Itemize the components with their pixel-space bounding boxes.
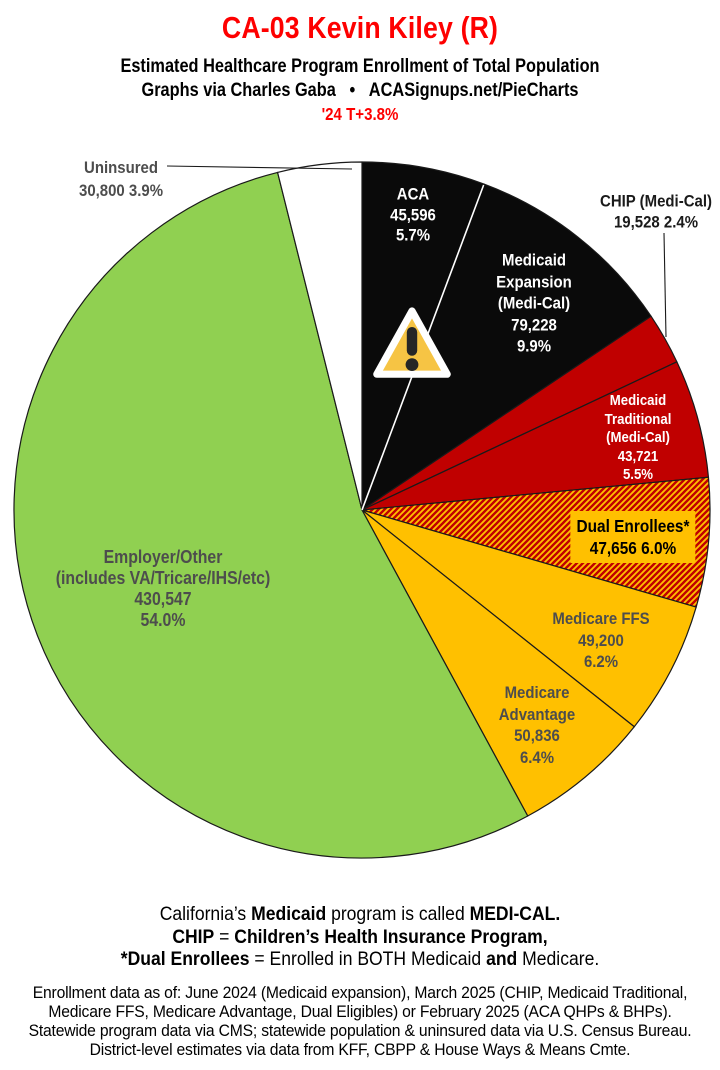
leader-line-chip bbox=[663, 232, 667, 338]
note-line: CHIP = Children’s Health Insurance Progr… bbox=[172, 925, 548, 948]
note-line: *Dual Enrollees = Enrolled in BOTH Medic… bbox=[120, 948, 600, 970]
footer-line: District-level estimates via data from K… bbox=[89, 1041, 631, 1059]
subtitle-line-2: Graphs via Charles Gaba • ACASignups.net… bbox=[141, 80, 579, 101]
footer-line: Medicare FFS, Medicare Advantage, Dual E… bbox=[48, 1003, 672, 1021]
footer-line: Statewide program data via CMS; statewid… bbox=[28, 1022, 692, 1040]
footer-line: Enrollment data as of: June 2024 (Medica… bbox=[32, 984, 688, 1002]
page-title: CA-03 Kevin Kiley (R) bbox=[221, 10, 499, 45]
subtitle-line-1: Estimated Healthcare Program Enrollment … bbox=[120, 56, 600, 77]
pie-slice-medicaid-expansion bbox=[361, 183, 652, 511]
note-line: California’s Medicaid program is called … bbox=[159, 903, 561, 925]
pie-slices bbox=[13, 161, 711, 859]
notes-block: California’s Medicaid program is called … bbox=[0, 903, 720, 971]
election-margin-note: '24 T+3.8% bbox=[321, 104, 399, 124]
pie-slice-medicare-ffs bbox=[361, 509, 697, 728]
warning-triangle-icon bbox=[372, 304, 452, 382]
pie-slice-uninsured bbox=[276, 161, 363, 511]
pie-slice-employer-other bbox=[13, 171, 529, 859]
exclamation-dot bbox=[405, 358, 419, 371]
footer-block: Enrollment data as of: June 2024 (Medica… bbox=[0, 984, 720, 1060]
pie-slice-dual-enrollees bbox=[361, 476, 711, 608]
leader-line-uninsured bbox=[166, 165, 353, 170]
exclamation-bar bbox=[406, 327, 418, 356]
pie-slice-medicare-advantage bbox=[361, 509, 635, 817]
